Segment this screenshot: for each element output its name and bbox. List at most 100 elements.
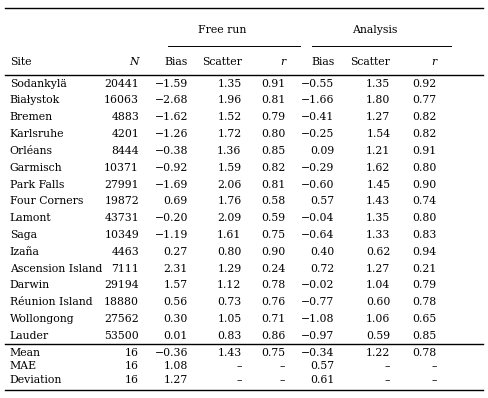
Text: −0.60: −0.60 [301, 179, 334, 189]
Text: 0.92: 0.92 [412, 79, 437, 89]
Text: –: – [431, 361, 437, 371]
Text: 0.80: 0.80 [412, 213, 437, 223]
Text: 8444: 8444 [111, 146, 139, 156]
Text: 0.01: 0.01 [163, 331, 188, 341]
Text: –: – [280, 361, 285, 371]
Text: 1.57: 1.57 [164, 281, 188, 291]
Text: 0.91: 0.91 [261, 79, 285, 89]
Text: 1.62: 1.62 [366, 163, 390, 173]
Text: Orléans: Orléans [10, 146, 53, 156]
Text: 0.80: 0.80 [261, 129, 285, 139]
Text: 2.31: 2.31 [163, 263, 188, 273]
Text: Sodankylä: Sodankylä [10, 79, 66, 89]
Text: 0.85: 0.85 [412, 331, 437, 341]
Text: 2.09: 2.09 [217, 213, 242, 223]
Text: 53500: 53500 [104, 331, 139, 341]
Text: 1.96: 1.96 [217, 96, 242, 105]
Text: Deviation: Deviation [10, 375, 62, 385]
Text: 0.72: 0.72 [310, 263, 334, 273]
Text: 4883: 4883 [111, 112, 139, 122]
Text: 0.83: 0.83 [412, 230, 437, 240]
Text: 27991: 27991 [104, 179, 139, 189]
Text: −1.59: −1.59 [155, 79, 188, 89]
Text: 1.29: 1.29 [217, 263, 242, 273]
Text: 0.27: 0.27 [163, 247, 188, 257]
Text: 0.58: 0.58 [261, 196, 285, 206]
Text: –: – [236, 375, 242, 385]
Text: −1.62: −1.62 [154, 112, 188, 122]
Text: −0.38: −0.38 [154, 146, 188, 156]
Text: 0.82: 0.82 [412, 129, 437, 139]
Text: 0.75: 0.75 [262, 347, 285, 357]
Text: Białystok: Białystok [10, 96, 60, 105]
Text: 0.85: 0.85 [261, 146, 285, 156]
Text: 0.81: 0.81 [261, 179, 285, 189]
Text: Analysis: Analysis [352, 25, 397, 35]
Text: 1.72: 1.72 [217, 129, 242, 139]
Text: r: r [431, 57, 437, 67]
Text: Wollongong: Wollongong [10, 314, 74, 324]
Text: Free run: Free run [198, 25, 246, 35]
Text: 1.21: 1.21 [366, 146, 390, 156]
Text: 2.06: 2.06 [217, 179, 242, 189]
Text: 16063: 16063 [104, 96, 139, 105]
Text: 10349: 10349 [104, 230, 139, 240]
Text: 18880: 18880 [104, 297, 139, 307]
Text: −0.41: −0.41 [301, 112, 334, 122]
Text: 29194: 29194 [104, 281, 139, 291]
Text: −1.66: −1.66 [301, 96, 334, 105]
Text: 19872: 19872 [104, 196, 139, 206]
Text: 0.86: 0.86 [261, 331, 285, 341]
Text: 1.22: 1.22 [366, 347, 390, 357]
Text: Mean: Mean [10, 347, 41, 357]
Text: 0.78: 0.78 [261, 281, 285, 291]
Text: Izaña: Izaña [10, 247, 40, 257]
Text: 1.35: 1.35 [366, 213, 390, 223]
Text: 0.59: 0.59 [262, 213, 285, 223]
Text: 0.82: 0.82 [261, 163, 285, 173]
Text: 0.79: 0.79 [413, 281, 437, 291]
Text: 27562: 27562 [104, 314, 139, 324]
Text: 1.27: 1.27 [366, 263, 390, 273]
Text: −1.19: −1.19 [155, 230, 188, 240]
Text: 0.65: 0.65 [412, 314, 437, 324]
Text: 1.27: 1.27 [366, 112, 390, 122]
Text: 0.78: 0.78 [412, 297, 437, 307]
Text: 1.45: 1.45 [366, 179, 390, 189]
Text: 0.77: 0.77 [413, 96, 437, 105]
Text: –: – [385, 375, 390, 385]
Text: Bias: Bias [164, 57, 188, 67]
Text: 1.54: 1.54 [366, 129, 390, 139]
Text: –: – [431, 375, 437, 385]
Text: −0.64: −0.64 [301, 230, 334, 240]
Text: 0.69: 0.69 [163, 196, 188, 206]
Text: 0.91: 0.91 [412, 146, 437, 156]
Text: 20441: 20441 [104, 79, 139, 89]
Text: 0.79: 0.79 [262, 112, 285, 122]
Text: 0.21: 0.21 [412, 263, 437, 273]
Text: Site: Site [10, 57, 31, 67]
Text: 1.05: 1.05 [217, 314, 242, 324]
Text: 1.35: 1.35 [217, 79, 242, 89]
Text: 0.71: 0.71 [261, 314, 285, 324]
Text: 0.73: 0.73 [217, 297, 242, 307]
Text: 0.81: 0.81 [261, 96, 285, 105]
Text: Karlsruhe: Karlsruhe [10, 129, 64, 139]
Text: −1.69: −1.69 [155, 179, 188, 189]
Text: r: r [280, 57, 285, 67]
Text: 0.83: 0.83 [217, 331, 242, 341]
Text: 0.09: 0.09 [310, 146, 334, 156]
Text: Park Falls: Park Falls [10, 179, 64, 189]
Text: 0.40: 0.40 [310, 247, 334, 257]
Text: Darwin: Darwin [10, 281, 50, 291]
Text: −1.26: −1.26 [154, 129, 188, 139]
Text: −0.55: −0.55 [301, 79, 334, 89]
Text: 1.36: 1.36 [217, 146, 242, 156]
Text: 4201: 4201 [111, 129, 139, 139]
Text: 1.12: 1.12 [217, 281, 242, 291]
Text: 1.06: 1.06 [366, 314, 390, 324]
Text: 0.94: 0.94 [413, 247, 437, 257]
Text: 4463: 4463 [111, 247, 139, 257]
Text: 0.82: 0.82 [412, 112, 437, 122]
Text: Saga: Saga [10, 230, 37, 240]
